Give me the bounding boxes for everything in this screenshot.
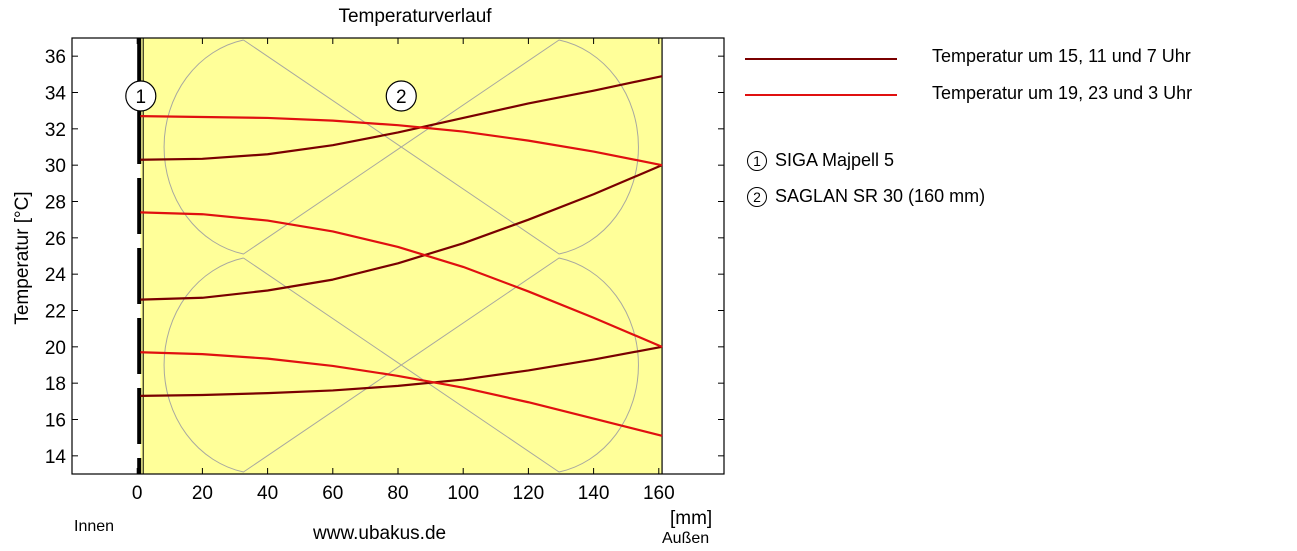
inner-side-label: Innen — [74, 518, 115, 535]
series-1-curve-2 — [140, 164, 663, 301]
x-tick-label: 40 — [257, 483, 278, 504]
x-tick-label: 160 — [643, 483, 675, 504]
x-tick-label: 20 — [192, 483, 213, 504]
y-tick-label: 18 — [45, 374, 66, 395]
layer-marker-1-circle — [125, 80, 157, 112]
x-axis-unit-label: [mm] — [670, 508, 713, 529]
y-tick-label: 24 — [45, 265, 67, 286]
legend-swatch-series-2 — [745, 94, 897, 96]
layer-marker-1-label: 1 — [136, 87, 147, 108]
series-2-curve-1 — [140, 115, 663, 167]
x-tick-label: 60 — [322, 483, 343, 504]
hatch-loop — [163, 257, 639, 473]
x-tick-label: 100 — [447, 483, 479, 504]
y-tick-label: 26 — [45, 229, 66, 250]
website-label: www.ubakus.de — [313, 523, 447, 544]
insulation-hatch — [163, 39, 639, 473]
x-axis-ticks: 0 20 40 60 80 100 120 140 160 — [132, 38, 675, 504]
x-tick-label: 0 — [132, 483, 143, 504]
y-tick-label: 16 — [45, 411, 66, 432]
y-axis-ticks: 14 16 18 20 22 24 26 28 30 32 34 36 — [45, 47, 724, 468]
y-tick-label: 34 — [45, 84, 67, 105]
y-tick-label: 32 — [45, 120, 66, 141]
series-lines — [140, 75, 663, 437]
chart-title: Temperaturverlauf — [338, 6, 492, 27]
outer-side-label: Außen — [662, 530, 710, 547]
x-tick-label: 140 — [578, 483, 610, 504]
legend-label-series-1: Temperatur um 15, 11 und 7 Uhr — [932, 46, 1191, 66]
layer-marker-2-label: 2 — [396, 87, 407, 108]
x-tick-label: 80 — [387, 483, 408, 504]
layer-legend-item-2: 2 SAGLAN SR 30 (160 mm) — [747, 186, 985, 207]
layer-marker-2-circle — [385, 80, 417, 112]
series-1-curve-3 — [140, 345, 663, 397]
layer-legend-item-1: 1 SIGA Majpell 5 — [747, 150, 894, 171]
y-tick-label: 30 — [45, 156, 66, 177]
y-tick-label: 14 — [45, 447, 67, 468]
layer-legend-label: SIGA Majpell 5 — [775, 150, 895, 170]
y-tick-label: 20 — [45, 338, 66, 359]
series-2-curve-2 — [140, 211, 663, 348]
x-tick-label: 120 — [513, 483, 545, 504]
legend-label-series-2: Temperatur um 19, 23 und 3 Uhr — [932, 83, 1193, 103]
y-tick-label: 28 — [45, 193, 66, 214]
layer-number-badge: 2 — [747, 186, 767, 207]
series-2-curve-3 — [140, 351, 663, 437]
legend-swatch-series-1 — [745, 58, 897, 60]
series-1-curve-1 — [140, 75, 663, 161]
layer-legend-label: SAGLAN SR 30 (160 mm) — [775, 186, 986, 206]
hatch-loop — [163, 39, 639, 255]
y-tick-label: 22 — [45, 302, 66, 323]
y-tick-label: 36 — [45, 47, 66, 68]
y-axis-label: Temperatur [°C] — [12, 191, 33, 325]
layer-number-badge: 1 — [747, 150, 767, 171]
